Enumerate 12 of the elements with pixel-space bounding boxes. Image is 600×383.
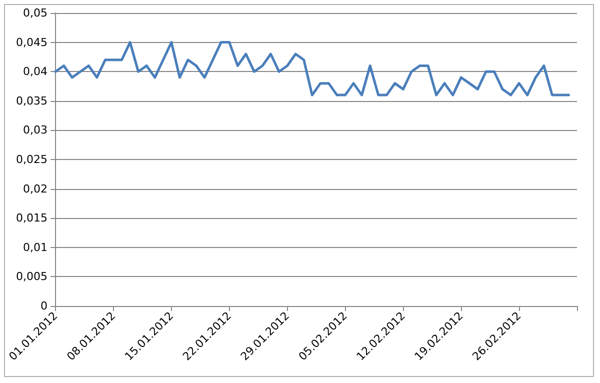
y-tick-label: 0,04 [23,65,48,78]
y-tick-label: 0,005 [16,270,48,284]
y-tick-label: 0,02 [23,182,48,196]
y-tick-label: 0,01 [23,240,48,254]
y-tick-label: 0,05 [23,6,48,20]
y-tick-label: 0,025 [16,153,48,166]
y-tick-label: 0,045 [16,36,48,49]
y-tick-label: 0,035 [16,94,48,108]
y-tick-label: 0,03 [23,124,48,137]
y-tick-label: 0,015 [16,212,48,225]
y-tick-label: 0 [40,300,48,312]
line-series [54,41,570,96]
